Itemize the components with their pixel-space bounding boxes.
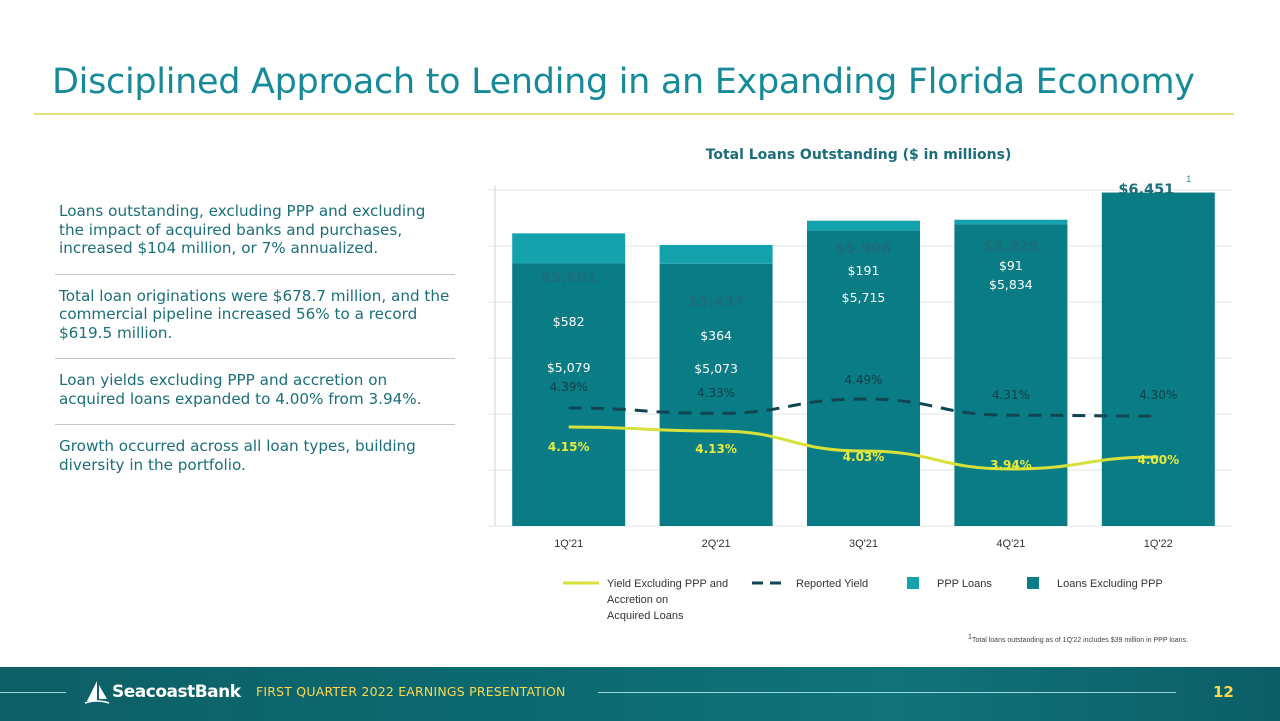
yield-excl-ppp-label: 4.00% xyxy=(1137,453,1179,467)
x-tick-label: 3Q'21 xyxy=(849,538,878,550)
reported-yield-line xyxy=(568,397,1159,418)
bullet-item: Loan yields excluding PPP and accretion … xyxy=(55,358,455,424)
total-label: $5,906 xyxy=(836,241,892,257)
x-tick-label: 1Q'22 xyxy=(1144,538,1173,550)
reported-yield-label: 4.33% xyxy=(697,386,735,400)
label-ppp-loans: $364 xyxy=(700,328,732,343)
bar-ppp-loans xyxy=(659,244,773,264)
bar-loans-excl-ppp xyxy=(659,263,773,526)
footer-rule-right xyxy=(598,692,1176,693)
total-label: $5,925 xyxy=(983,239,1039,255)
sail-icon xyxy=(84,681,110,704)
label-ppp-loans: $582 xyxy=(553,314,585,329)
x-tick-label: 2Q'21 xyxy=(702,538,731,550)
yield-excl-ppp-label: 3.94% xyxy=(990,458,1032,472)
yield-excl-ppp-line xyxy=(568,425,1159,471)
reported-yield-label: 4.31% xyxy=(992,388,1030,402)
legend-label: Loans Excluding PPP xyxy=(1057,578,1163,590)
legend-label: Yield Excluding PPP and xyxy=(607,578,728,590)
bar-loans-excl-ppp xyxy=(1101,192,1215,526)
reported-yield-label: 4.49% xyxy=(844,373,882,387)
seacoast-logo: SeacoastBank xyxy=(84,679,254,707)
footnote-text: Total loans outstanding as of 1Q'22 incl… xyxy=(972,637,1188,644)
total-label: $6,451 xyxy=(1118,182,1174,198)
label-loans-excl-ppp: $5,715 xyxy=(842,290,886,305)
footer-rule-left xyxy=(0,692,66,693)
legend-label: Accretion on xyxy=(607,594,668,606)
bullet-item: Total loan originations were $678.7 mill… xyxy=(55,273,455,359)
title-divider xyxy=(34,113,1234,115)
legend-label: Acquired Loans xyxy=(607,610,684,622)
reported-yield-label: 4.30% xyxy=(1139,388,1177,402)
legend-marker-square xyxy=(907,577,919,589)
page-title: Disciplined Approach to Lending in an Ex… xyxy=(52,62,1195,102)
bullet-item: Loans outstanding, excluding PPP and exc… xyxy=(59,202,426,257)
bar-ppp-loans xyxy=(954,219,1068,225)
label-loans-excl-ppp: $5,079 xyxy=(547,360,591,375)
x-tick-label: 1Q'21 xyxy=(554,538,583,550)
yield-excl-ppp-label: 4.15% xyxy=(548,440,590,454)
legend-label: Reported Yield xyxy=(796,578,868,590)
total-footnote-marker: 1 xyxy=(1186,174,1191,184)
legend-marker-square xyxy=(1027,577,1039,589)
total-label: $5,437 xyxy=(688,294,744,310)
footer-bar: SeacoastBank FIRST QUARTER 2022 EARNINGS… xyxy=(0,667,1280,721)
bar-loans-excl-ppp xyxy=(954,224,1068,527)
yield-excl-ppp-label: 4.13% xyxy=(695,442,737,456)
bar-loans-excl-ppp xyxy=(807,230,920,526)
yield-excl-ppp-label: 4.03% xyxy=(843,450,885,464)
reported-yield-label: 4.39% xyxy=(550,380,588,394)
presentation-label: FIRST QUARTER 2022 EARNINGS PRESENTATION xyxy=(256,684,566,699)
legend-label: PPP Loans xyxy=(937,578,992,590)
footnote-marker: 1 xyxy=(968,634,972,641)
label-loans-excl-ppp: $5,834 xyxy=(989,277,1033,292)
page-number: 12 xyxy=(1213,683,1234,701)
total-label: $5,661 xyxy=(541,270,597,286)
bar-ppp-loans xyxy=(512,233,626,264)
x-tick-label: 4Q'21 xyxy=(996,538,1025,550)
chart-title: Total Loans Outstanding ($ in millions) xyxy=(706,147,1012,163)
bar-ppp-loans xyxy=(807,220,920,231)
bullet-item: Growth occurred across all loan types, b… xyxy=(55,424,455,490)
label-ppp-loans: $91 xyxy=(999,258,1023,273)
bullet-list: Loans outstanding, excluding PPP and exc… xyxy=(55,190,455,490)
label-ppp-loans: $191 xyxy=(848,263,880,278)
label-loans-excl-ppp: $5,073 xyxy=(694,361,738,376)
logo-text: SeacoastBank xyxy=(112,682,241,702)
bar-loans-excl-ppp xyxy=(512,263,626,526)
